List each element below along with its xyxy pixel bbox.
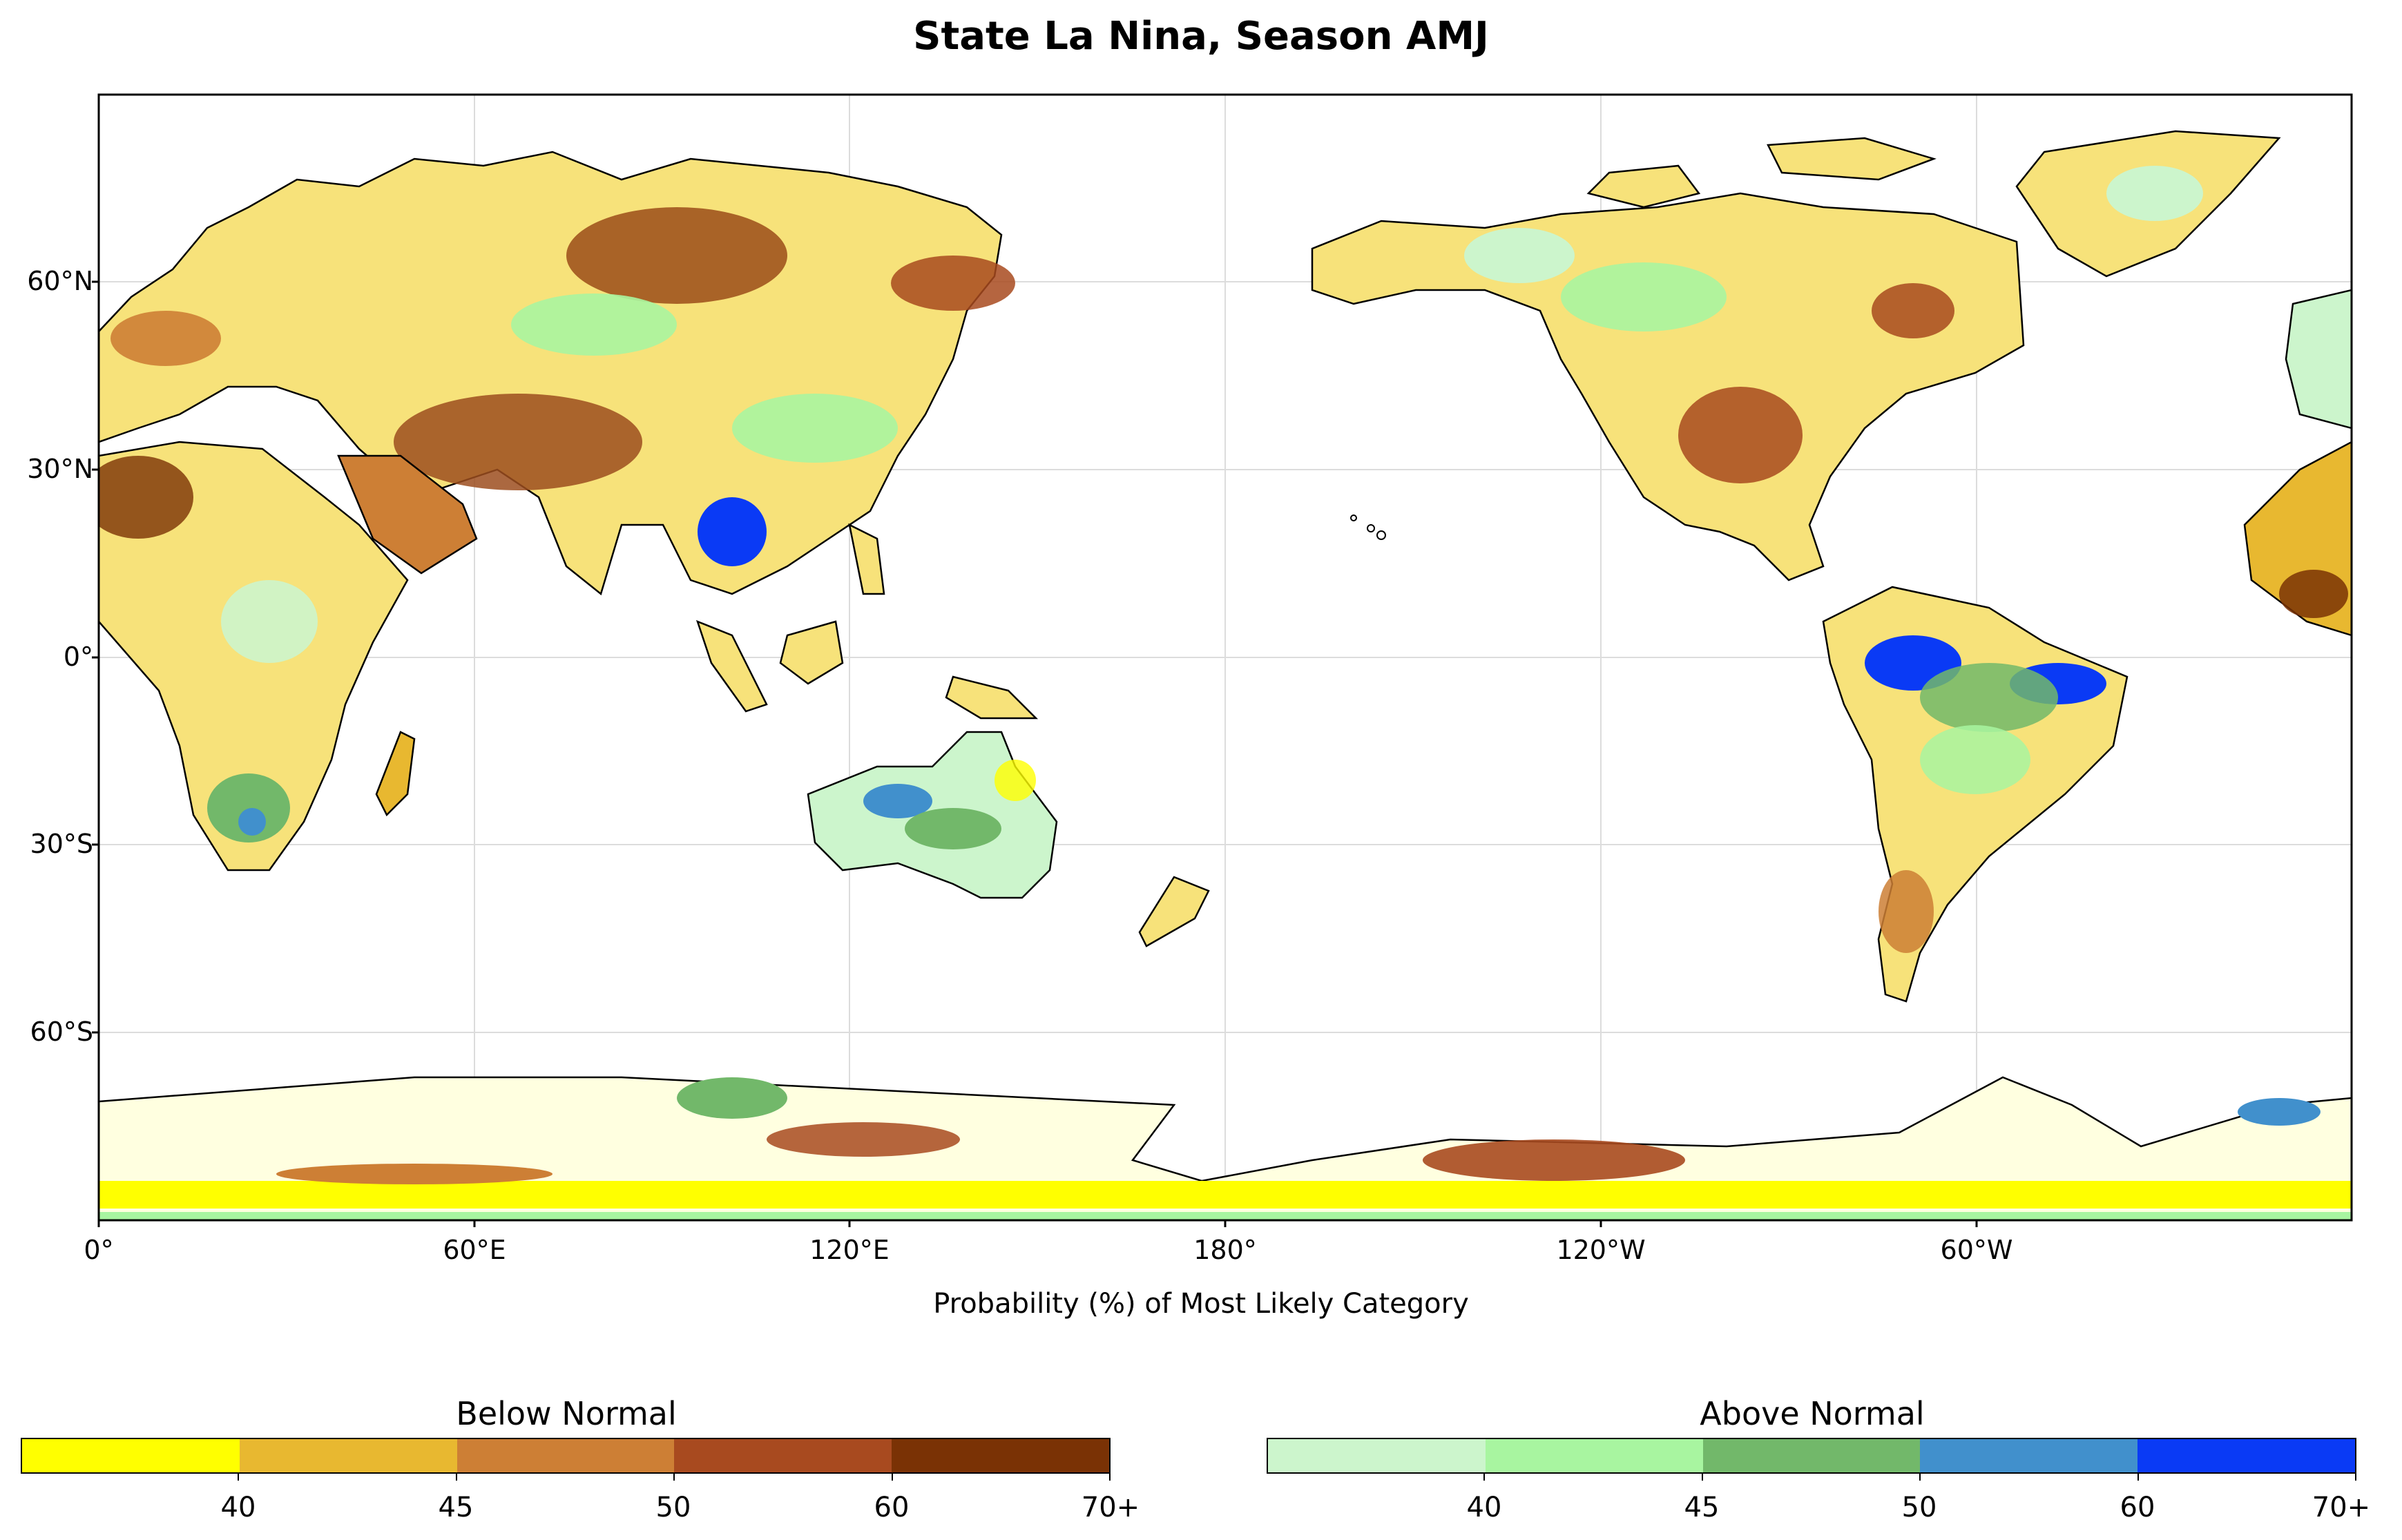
colorbar-below-tick: 40 [220, 1492, 256, 1523]
axis-ticks [92, 280, 1978, 1227]
lon-label-120w: 120°W [1556, 1235, 1646, 1265]
land-arabia [337, 454, 478, 575]
land-south-america [1822, 586, 2129, 1003]
land-west-africa-wrap [2243, 289, 2352, 637]
colorbar-above-tick: 45 [1684, 1492, 1720, 1523]
colorbar-above-seg [2137, 1439, 2355, 1472]
land-north-america [1311, 192, 2025, 581]
land-new-zealand [1138, 876, 1210, 947]
lon-label-60e: 60°E [443, 1235, 506, 1265]
colorbar-below-seg [239, 1439, 457, 1472]
colorbar-above-tick: 50 [1901, 1492, 1937, 1523]
lat-label-60n: 60°N [27, 266, 93, 296]
colorbar-below-title: Below Normal [456, 1395, 677, 1432]
lon-label-60w: 60°W [1940, 1235, 2013, 1265]
colorbar-below-tick: 45 [438, 1492, 474, 1523]
land-madagascar [375, 731, 416, 817]
colorbar-below-seg [457, 1439, 675, 1472]
lon-label-180: 180° [1193, 1235, 1257, 1265]
colorbar-below-seg [674, 1439, 892, 1472]
colorbar-below-tick: 50 [655, 1492, 691, 1523]
lon-label-120e: 120°E [809, 1235, 890, 1265]
colorbar-above-seg [1268, 1439, 1486, 1472]
colorbar-above-seg [1920, 1439, 2138, 1472]
land-australia [807, 731, 1058, 899]
lat-label-0: 0° [63, 642, 93, 672]
colorbar-below-tick: 60 [874, 1492, 910, 1523]
land-africa [99, 441, 409, 872]
lat-label-30n: 30°N [27, 454, 93, 484]
land-antarctica [99, 1076, 2352, 1220]
colorbar-above-tick: 70+ [2312, 1492, 2371, 1523]
land-eurasia [99, 151, 1015, 596]
colorbar-above-seg [1485, 1439, 1703, 1472]
x-axis-label: Probability (%) of Most Likely Category [933, 1288, 1469, 1320]
land-greenland [2015, 130, 2281, 278]
land-maritime-asia [695, 523, 1039, 720]
lon-label-0: 0° [84, 1235, 114, 1265]
land-arctic-islands [1586, 137, 1937, 209]
map-title: State La Nina, Season AMJ [913, 14, 1489, 59]
colorbar-below-tick: 70+ [1081, 1492, 1140, 1523]
colorbar-below-seg [22, 1439, 240, 1472]
colorbar-above-title: Above Normal [1700, 1395, 1925, 1432]
land-hawaii [1350, 514, 1386, 540]
colorbar-below-seg [892, 1439, 1109, 1472]
lat-label-30s: 30°S [30, 829, 93, 859]
colorbar-above-tick: 40 [1466, 1492, 1502, 1523]
lat-label-60s: 60°S [30, 1017, 93, 1047]
colorbar-above-seg [1702, 1439, 1921, 1472]
colorbar-above-tick: 60 [2120, 1492, 2155, 1523]
colorbar-below [21, 1438, 1111, 1474]
colorbar-above [1267, 1438, 2356, 1474]
